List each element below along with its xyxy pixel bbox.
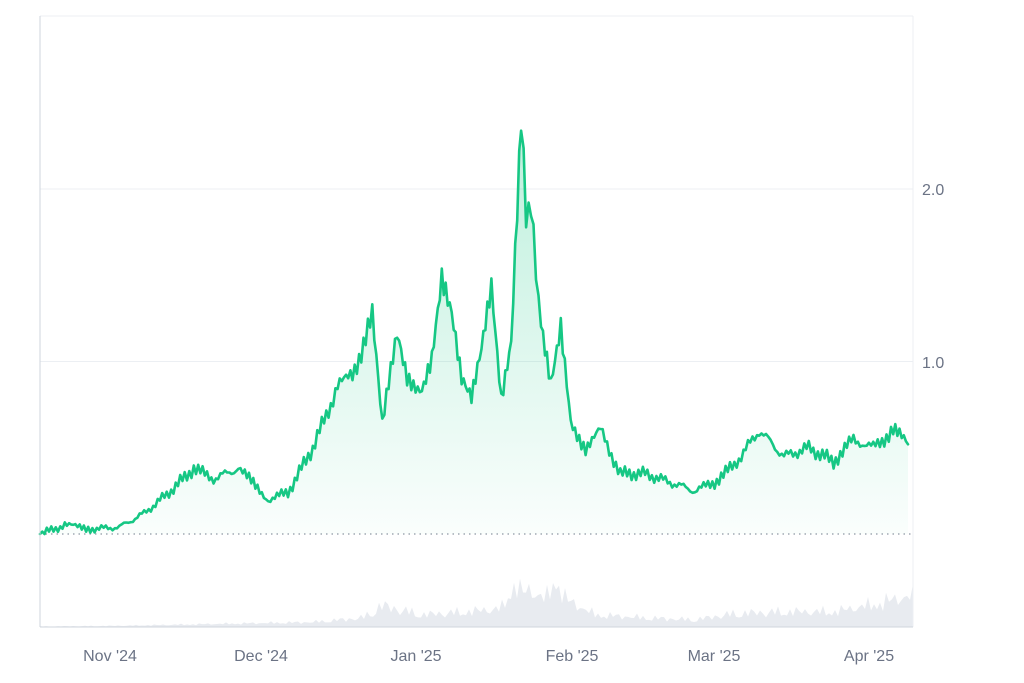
y-tick-label-1: 1.0 bbox=[922, 355, 944, 372]
x-tick-label-mar: Mar '25 bbox=[688, 648, 741, 665]
volume-bars bbox=[40, 578, 913, 627]
axes bbox=[39, 16, 914, 628]
volume-area bbox=[40, 578, 913, 627]
x-tick-label-nov: Nov '24 bbox=[83, 648, 137, 665]
x-tick-label-dec: Dec '24 bbox=[234, 648, 288, 665]
y-axis-ticks: 1.0 2.0 bbox=[922, 182, 944, 372]
y-tick-label-2: 2.0 bbox=[922, 182, 944, 199]
price-area bbox=[40, 130, 908, 534]
x-axis-ticks: Nov '24 Dec '24 Jan '25 Feb '25 Mar '25 … bbox=[83, 648, 894, 665]
x-tick-label-jan: Jan '25 bbox=[390, 648, 441, 665]
x-tick-label-feb: Feb '25 bbox=[546, 648, 599, 665]
price-area-fill bbox=[40, 130, 908, 534]
x-tick-label-apr: Apr '25 bbox=[844, 648, 894, 665]
price-line bbox=[38, 129, 910, 536]
price-series bbox=[38, 129, 910, 536]
